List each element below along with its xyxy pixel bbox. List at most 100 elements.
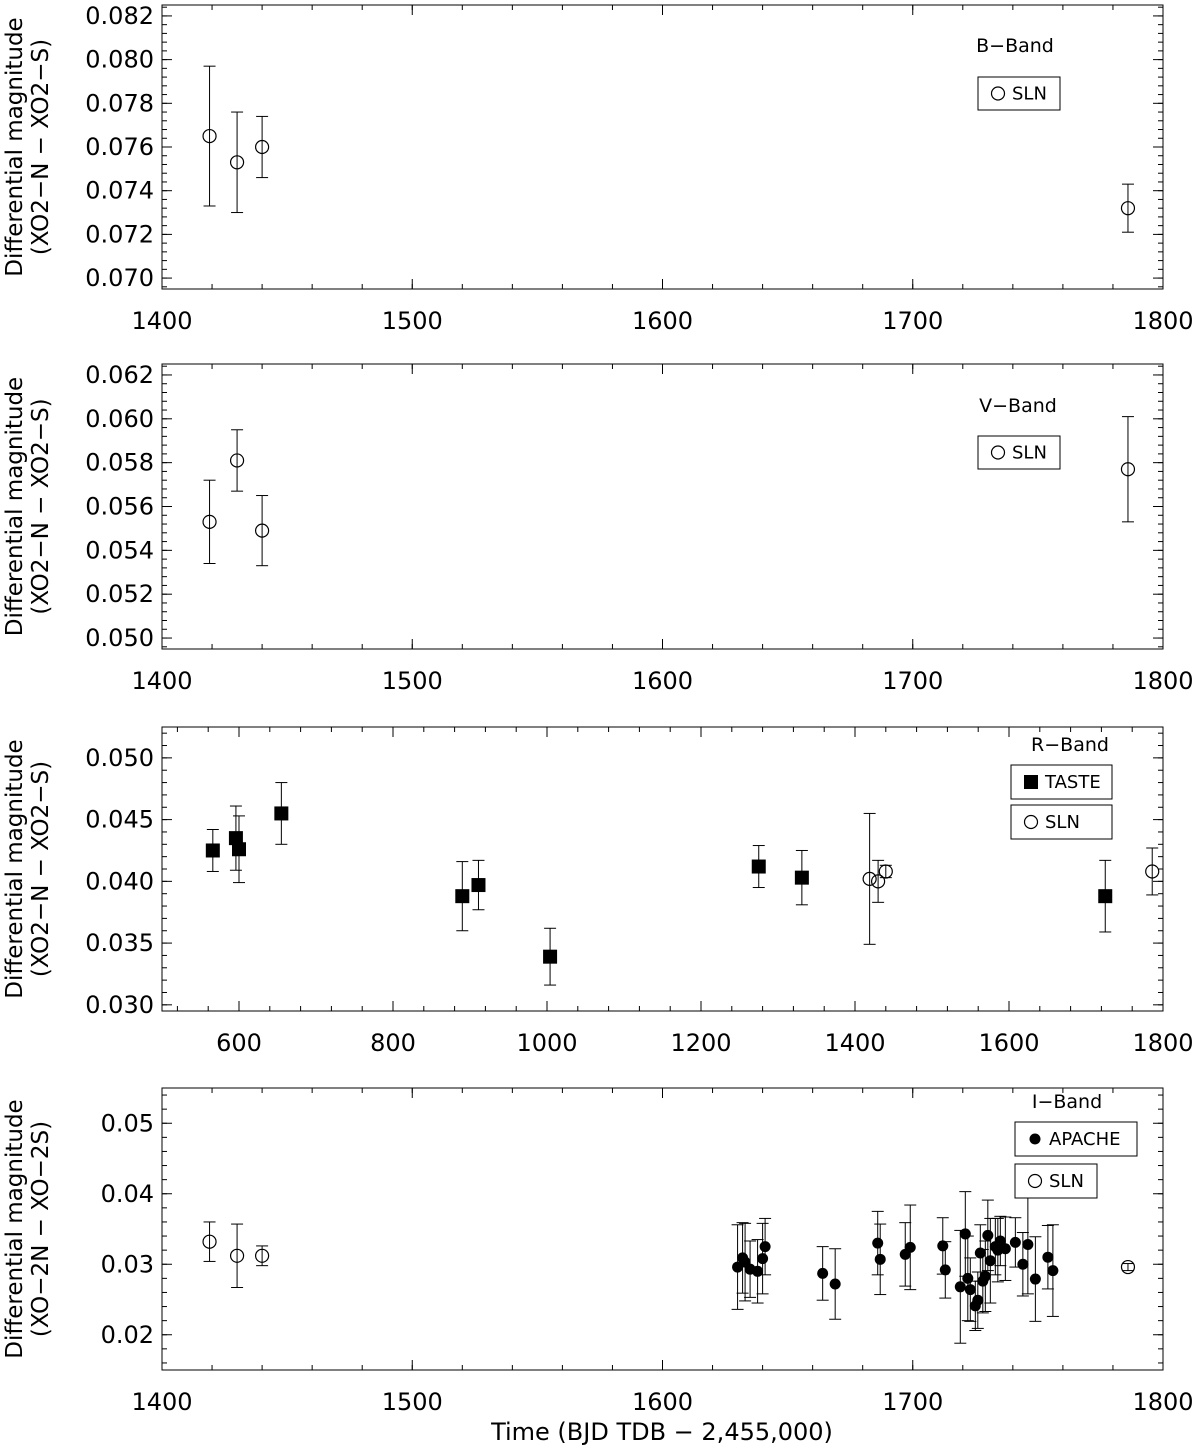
y-tick-label: 0.072 — [85, 220, 154, 248]
legend-sln: SLN — [977, 76, 1061, 111]
y-tick-label: 0.035 — [85, 929, 154, 957]
i-band-y-axis-title: Differential magnitude — [2, 1099, 28, 1358]
apache-data-point — [1042, 1251, 1054, 1263]
v-band-data — [202, 416, 1136, 567]
x-tick-label: 1700 — [882, 307, 943, 335]
apache-data-point — [939, 1264, 951, 1276]
apache-data-point — [962, 1272, 974, 1284]
sln-data-point — [255, 139, 270, 155]
x-tick-label: 600 — [216, 1029, 262, 1057]
legend-marker-sln — [1027, 1173, 1043, 1189]
y-tick-label: 0.05 — [101, 1109, 154, 1137]
y-tick-label: 0.062 — [85, 361, 154, 389]
sln-data-point — [229, 1248, 245, 1263]
y-tick-label: 0.045 — [85, 806, 154, 834]
legend-marker-taste — [1024, 775, 1038, 789]
x-tick-label: 1400 — [131, 667, 192, 695]
sln-data-point — [202, 1234, 217, 1249]
sln-data-point — [255, 523, 270, 538]
apache-data-point — [1022, 1239, 1034, 1251]
x-tick-label: 1800 — [1132, 1029, 1193, 1057]
legend-label: APACHE — [1049, 1129, 1121, 1150]
sln-data-point — [1145, 864, 1160, 879]
r-band-label: R−Band — [1031, 734, 1109, 756]
sln-data-point — [229, 453, 245, 468]
legend-marker-sln — [990, 445, 1006, 460]
legend-sln: SLN — [1010, 804, 1113, 840]
sln-data-point — [255, 1248, 270, 1263]
apache-data-point — [984, 1255, 996, 1267]
v-band-label: V−Band — [979, 395, 1057, 417]
y-tick-label: 0.03 — [101, 1250, 154, 1278]
apache-data-point — [829, 1278, 841, 1290]
panel-r-band: 600 800 1000 1200 1400 1600 1800 0.030 0.035 0.04… — [2, 726, 1194, 1057]
x-tick-label: 1800 — [1132, 667, 1193, 695]
apache-data-point — [759, 1241, 771, 1253]
apache-data-point — [1029, 1273, 1041, 1285]
taste-data-point — [205, 843, 220, 858]
sln-data-point — [229, 155, 245, 170]
apache-data-point — [964, 1284, 976, 1296]
x-tick-label: 1400 — [131, 307, 192, 335]
y-tick-label: 0.080 — [85, 46, 154, 74]
legend-apache: APACHE — [1014, 1121, 1138, 1157]
y-tick-label: 0.076 — [85, 133, 154, 161]
legend-marker-apache — [1029, 1133, 1041, 1145]
taste-data-point — [1098, 889, 1113, 904]
x-tick-label: 1700 — [882, 667, 943, 695]
legend-sln: SLN — [977, 435, 1061, 470]
y-tick-label: 0.060 — [85, 405, 154, 433]
apache-data-point — [959, 1228, 971, 1240]
apache-data-point — [1047, 1265, 1059, 1277]
i-band-plot-frame — [161, 1087, 1164, 1371]
y-tick-label: 0.04 — [101, 1180, 154, 1208]
panel-v-band: 1400 1500 1600 1700 1800 0.050 0.052 0.054 0.056… — [2, 361, 1194, 695]
taste-data-point — [751, 859, 766, 874]
legend-label: SLN — [1012, 84, 1047, 105]
legend-box — [1010, 804, 1113, 840]
apache-data-point — [752, 1265, 764, 1277]
y-tick-label: 0.050 — [85, 624, 154, 652]
i-band-data — [202, 1191, 1136, 1344]
i-band-label: I−Band — [1032, 1091, 1102, 1113]
taste-data-point — [455, 889, 470, 904]
x-tick-label: 1500 — [382, 667, 443, 695]
x-tick-label: 1400 — [824, 1029, 885, 1057]
v-band-y-axis-subtitle: (XO2−N − XO2−S) — [28, 398, 54, 614]
apache-data-point — [872, 1237, 884, 1249]
v-band-y-axis-title: Differential magnitude — [2, 377, 28, 636]
apache-data-point — [1009, 1236, 1021, 1248]
taste-data-point — [471, 878, 486, 893]
legend-marker-sln — [1023, 814, 1039, 830]
r-band-y-axis-title: Differential magnitude — [2, 739, 28, 998]
apache-data-point — [817, 1267, 829, 1279]
x-axis-title: Time (BJD TDB − 2,455,000) — [490, 1418, 833, 1446]
legend-label: SLN — [1049, 1171, 1084, 1192]
sln-data-point — [862, 871, 877, 886]
legend-marker-sln — [990, 86, 1006, 101]
x-tick-label: 1600 — [632, 1388, 693, 1416]
x-tick-label: 1200 — [670, 1029, 731, 1057]
apache-data-point — [982, 1229, 994, 1241]
apache-data-point — [757, 1253, 769, 1265]
y-tick-label: 0.070 — [85, 264, 154, 292]
sln-data-point — [870, 874, 886, 889]
panel-b-band: 1400 1500 1600 1700 1800 0.070 0.072 0.074 0.076… — [2, 2, 1194, 335]
y-tick-label: 0.052 — [85, 580, 154, 608]
x-tick-label: 1600 — [632, 307, 693, 335]
sln-data-point — [202, 514, 217, 529]
x-tick-label: 1400 — [131, 1388, 192, 1416]
y-tick-label: 0.040 — [85, 867, 154, 895]
sln-data-point — [1120, 201, 1136, 216]
y-tick-label: 0.030 — [85, 991, 154, 1019]
y-tick-label: 0.050 — [85, 744, 154, 772]
x-tick-label: 1500 — [382, 307, 443, 335]
x-tick-label: 1700 — [882, 1388, 943, 1416]
i-band-y-axis-subtitle: (XO−2N − XO−2S) — [28, 1121, 54, 1337]
y-tick-label: 0.082 — [85, 2, 154, 30]
sln-data-point — [1120, 1259, 1136, 1275]
r-band-data — [205, 782, 1160, 986]
apache-data-point — [954, 1281, 966, 1293]
r-band-y-axis-subtitle: (XO2−N − XO2−S) — [28, 761, 54, 977]
